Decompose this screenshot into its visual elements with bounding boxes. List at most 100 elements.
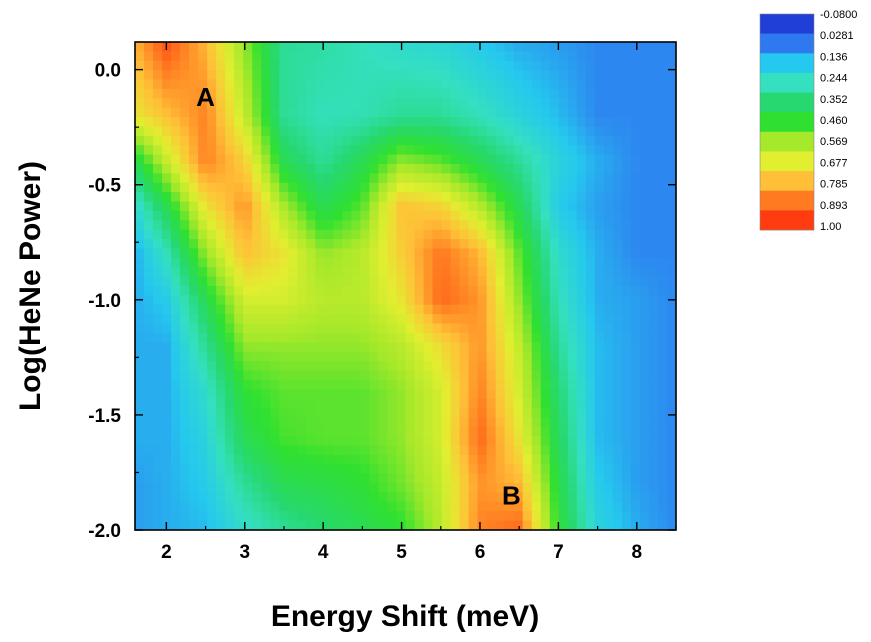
heatmap-cell xyxy=(225,398,235,409)
heatmap-cell xyxy=(369,436,380,447)
heatmap-cell xyxy=(585,314,596,325)
heatmap-cell xyxy=(387,257,398,268)
heatmap-cell xyxy=(351,173,362,184)
heatmap-cell xyxy=(189,436,199,447)
heatmap-cell xyxy=(639,379,650,390)
heatmap-cell xyxy=(198,370,208,381)
heatmap-cell xyxy=(441,501,452,512)
heatmap-cell xyxy=(135,51,145,62)
heatmap-cell xyxy=(243,210,253,221)
heatmap-cell xyxy=(297,332,307,343)
heatmap-cell xyxy=(288,79,298,90)
heatmap-cell xyxy=(594,408,605,418)
heatmap-cell xyxy=(621,473,632,484)
heatmap-cell xyxy=(351,426,362,437)
heatmap-cell xyxy=(567,173,578,184)
heatmap-cell xyxy=(423,295,434,306)
heatmap-cell xyxy=(171,332,181,343)
heatmap-cell xyxy=(657,351,668,362)
heatmap-cell xyxy=(540,201,551,212)
heatmap-cell xyxy=(576,60,587,71)
heatmap-cell xyxy=(531,464,542,475)
heatmap-cell xyxy=(180,436,190,447)
heatmap-cell xyxy=(630,332,641,343)
heatmap-cell xyxy=(531,173,542,184)
heatmap-cell xyxy=(351,276,362,287)
colorbar-label: 0.677 xyxy=(820,157,848,169)
heatmap-cell xyxy=(513,164,524,174)
heatmap-cell xyxy=(135,492,145,503)
heatmap-cell xyxy=(171,42,181,52)
heatmap-cell xyxy=(594,295,605,306)
heatmap-cell xyxy=(540,51,551,62)
heatmap-cell xyxy=(630,276,641,287)
heatmap-cell xyxy=(576,464,587,475)
heatmap-cell xyxy=(189,201,199,212)
heatmap-cell xyxy=(549,286,560,296)
heatmap-cell xyxy=(378,332,389,343)
heatmap-cell xyxy=(594,417,605,428)
x-tick-label: 6 xyxy=(475,542,486,563)
heatmap-cell xyxy=(279,342,289,353)
heatmap-cell xyxy=(306,511,316,522)
y-tick-label: -2.0 xyxy=(88,521,121,542)
heatmap-cell xyxy=(459,370,470,381)
heatmap-cell xyxy=(486,239,497,250)
heatmap-cell xyxy=(423,248,434,259)
heatmap-cell xyxy=(396,473,407,484)
heatmap-cell xyxy=(630,267,641,278)
heatmap-cell xyxy=(378,88,389,99)
heatmap-cell xyxy=(450,398,461,409)
heatmap-cell xyxy=(504,192,515,203)
heatmap-cell xyxy=(216,164,226,174)
heatmap-cell xyxy=(396,173,407,184)
heatmap-cell xyxy=(369,314,380,325)
heatmap-cell xyxy=(459,295,470,306)
heatmap-cell xyxy=(585,210,596,221)
heatmap-cell xyxy=(306,398,316,409)
heatmap-cell xyxy=(648,145,659,156)
heatmap-cell xyxy=(162,464,172,475)
heatmap-cell xyxy=(351,126,362,137)
heatmap-cell xyxy=(252,145,262,156)
heatmap-cell xyxy=(279,42,289,52)
heatmap-cell xyxy=(306,417,316,428)
heatmap-cell xyxy=(657,239,668,250)
heatmap-cell xyxy=(360,229,371,240)
heatmap-cell xyxy=(153,342,163,353)
tick-labels: 2 3 4 5 6 7 80.0-0.5-1.0-1.5-2.0 xyxy=(88,61,642,563)
heatmap-cell xyxy=(657,370,668,381)
heatmap-cell xyxy=(531,361,542,372)
heatmap-cell xyxy=(144,351,154,362)
heatmap-cell xyxy=(405,276,416,287)
heatmap-cell xyxy=(180,42,190,52)
heatmap-cell xyxy=(486,117,497,128)
heatmap-cell xyxy=(270,79,280,90)
heatmap-cell xyxy=(657,145,668,156)
heatmap-cell xyxy=(351,239,362,250)
heatmap-cell xyxy=(243,220,253,231)
heatmap-cell xyxy=(549,454,560,465)
heatmap-cell xyxy=(207,201,217,212)
heatmap-cell xyxy=(324,229,334,240)
heatmap-cell xyxy=(324,351,334,362)
heatmap-cell xyxy=(333,117,343,128)
heatmap-cell xyxy=(405,492,416,503)
heatmap-cell xyxy=(648,370,659,381)
heatmap-cell xyxy=(387,107,398,118)
heatmap-cell xyxy=(540,286,551,296)
heatmap-cell xyxy=(504,332,515,343)
heatmap-cell xyxy=(315,389,325,400)
heatmap-cell xyxy=(243,239,253,250)
heatmap-cell xyxy=(288,286,298,296)
heatmap-cell xyxy=(414,192,425,203)
heatmap-cell xyxy=(153,276,163,287)
heatmap-cell xyxy=(567,107,578,118)
heatmap-cell xyxy=(378,60,389,71)
heatmap-cell xyxy=(513,304,524,315)
heatmap-cell xyxy=(279,60,289,71)
heatmap-cell xyxy=(216,511,226,522)
heatmap-cell xyxy=(603,511,614,522)
heatmap-cell xyxy=(297,464,307,475)
heatmap-cell xyxy=(486,88,497,99)
